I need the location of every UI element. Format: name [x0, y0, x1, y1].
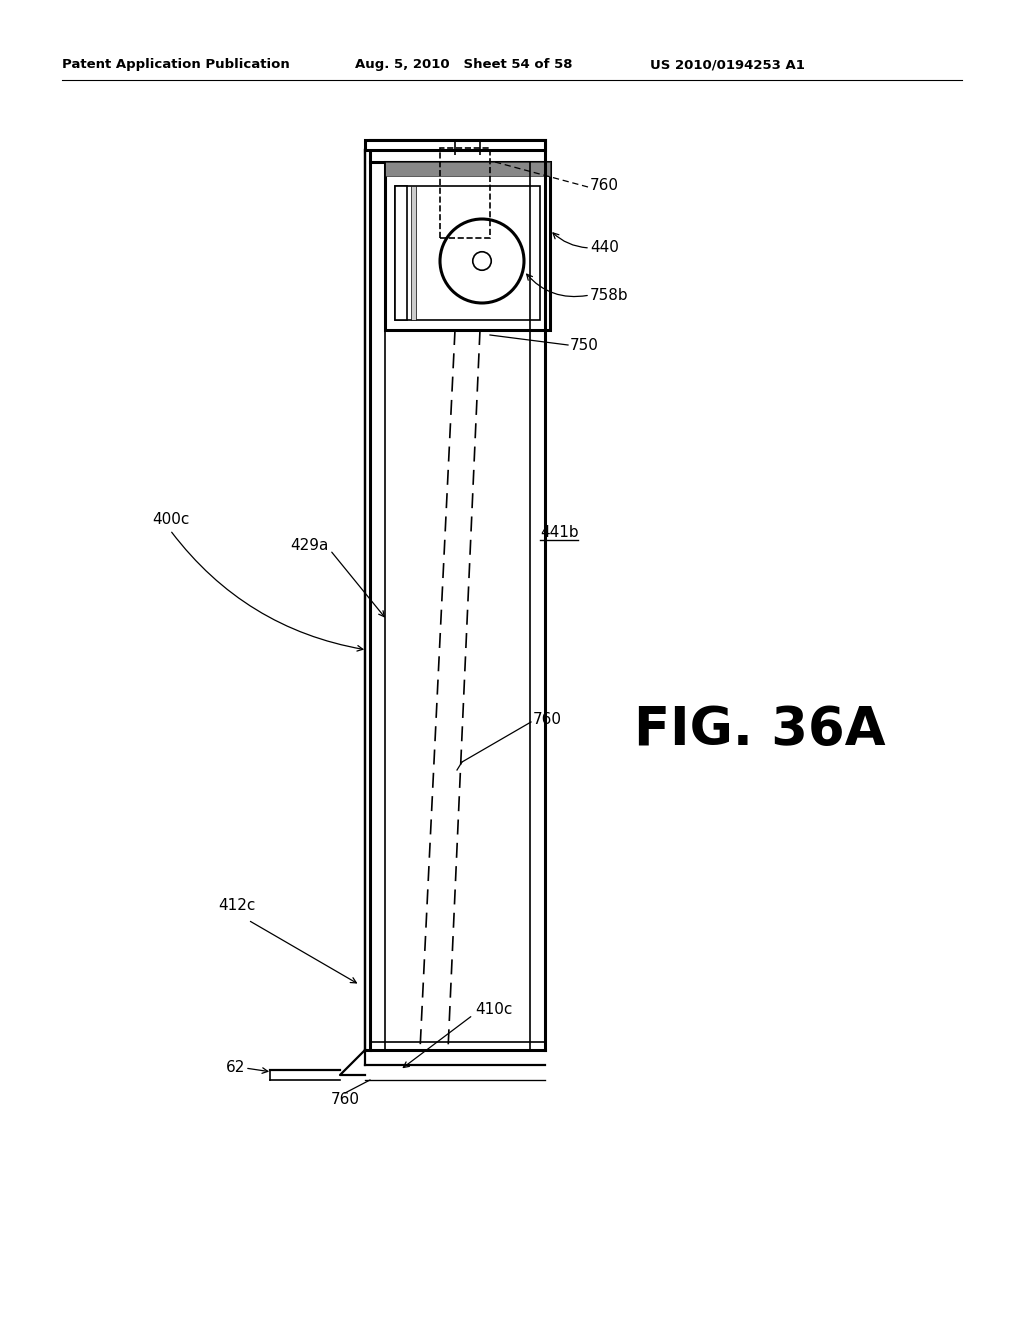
Text: Patent Application Publication: Patent Application Publication [62, 58, 290, 71]
Text: 760: 760 [590, 177, 618, 193]
Text: 750: 750 [570, 338, 599, 352]
Text: 760: 760 [534, 713, 562, 727]
Bar [395, 186, 540, 319]
Text: 440: 440 [590, 240, 618, 256]
Text: 410c: 410c [475, 1002, 512, 1018]
Text: Aug. 5, 2010   Sheet 54 of 58: Aug. 5, 2010 Sheet 54 of 58 [355, 58, 572, 71]
Bar [440, 148, 490, 238]
Text: 441b: 441b [540, 525, 579, 540]
Circle shape [473, 252, 492, 271]
Text: 412c: 412c [218, 898, 255, 912]
Text: US 2010/0194253 A1: US 2010/0194253 A1 [650, 58, 805, 71]
Text: 62: 62 [225, 1060, 245, 1076]
Circle shape [440, 219, 524, 304]
Bar [411, 186, 416, 319]
Bar [395, 186, 407, 319]
Bar [385, 162, 550, 176]
Text: 760: 760 [331, 1093, 359, 1107]
Text: 758b: 758b [590, 288, 629, 302]
Bar [365, 140, 545, 150]
Bar [370, 140, 545, 162]
Text: FIG. 36A: FIG. 36A [634, 704, 886, 756]
Text: 429a: 429a [290, 537, 329, 553]
Text: 400c: 400c [152, 512, 189, 528]
Bar [385, 162, 550, 330]
